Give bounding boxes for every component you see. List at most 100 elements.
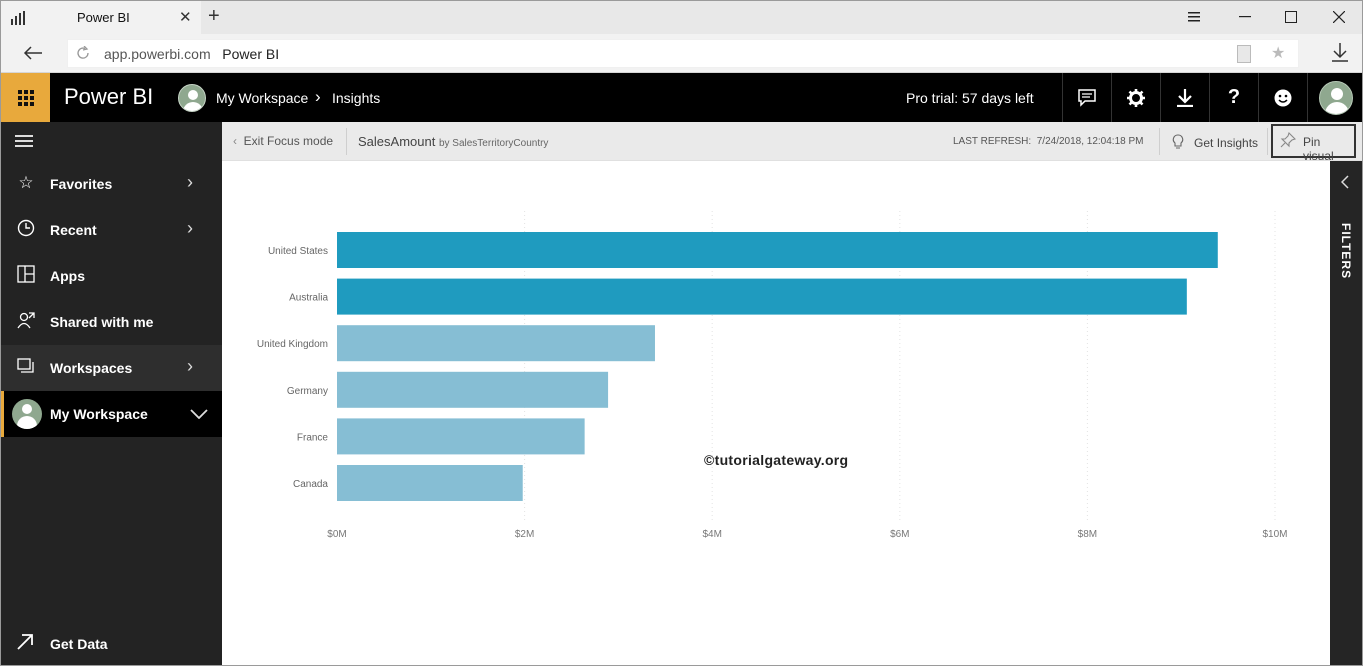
browser-tab-bar: Power BI ✕ + xyxy=(1,1,1362,34)
filters-pane[interactable]: FILTERS xyxy=(1330,161,1362,665)
last-refresh-value: 7/24/2018, 12:04:18 PM xyxy=(1036,136,1144,147)
workspaces-icon xyxy=(16,357,36,377)
sidebar-item-workspaces[interactable]: Workspaces › xyxy=(1,345,222,391)
get-data-button[interactable]: Get Data xyxy=(1,622,222,662)
comment-icon[interactable] xyxy=(1062,73,1111,122)
shared-icon xyxy=(16,311,36,331)
downloads-icon[interactable] xyxy=(1331,43,1349,63)
sidebar-item-my-workspace[interactable]: My Workspace xyxy=(1,391,222,437)
x-tick-label: $6M xyxy=(890,529,909,540)
bar-australia[interactable] xyxy=(337,278,1187,315)
powerbi-header: Power BI My Workspace › Insights Pro tri… xyxy=(1,73,1362,122)
category-label: Germany xyxy=(287,386,328,397)
close-window-icon[interactable] xyxy=(1333,11,1345,23)
chevron-down-icon[interactable] xyxy=(190,409,208,419)
back-arrow-icon[interactable] xyxy=(23,45,43,61)
breadcrumb-workspace[interactable]: My Workspace xyxy=(216,90,309,106)
reading-view-icon[interactable] xyxy=(1237,45,1251,63)
breadcrumb-insights[interactable]: Insights xyxy=(332,90,381,106)
exit-focus-mode-button[interactable]: ‹ Exit Focus mode xyxy=(233,134,333,148)
bar-united-kingdom[interactable] xyxy=(337,325,655,362)
bar-united-states[interactable] xyxy=(337,232,1218,268)
last-refresh-label: LAST REFRESH: xyxy=(953,136,1032,147)
bar-chart[interactable]: $0M $2M $4M $6M $8M $10M United States Australi… xyxy=(222,161,1330,666)
profile-icon[interactable] xyxy=(1307,73,1362,122)
visual-title: SalesAmount by SalesTerritoryCountry xyxy=(358,134,548,149)
pro-trial-status[interactable]: Pro trial: 57 days left xyxy=(906,90,1034,106)
get-insights-button[interactable]: Get Insights xyxy=(1172,134,1258,150)
visual-title-by: by SalesTerritoryCountry xyxy=(438,138,549,149)
chevron-left-icon: ‹ xyxy=(233,134,237,148)
tab-title: Power BI xyxy=(77,10,130,25)
gear-icon[interactable] xyxy=(1111,73,1160,122)
settings-menu-icon[interactable] xyxy=(1188,12,1200,22)
favorite-star-icon[interactable]: ★ xyxy=(1271,45,1286,62)
get-data-arrow-icon xyxy=(17,634,33,650)
x-tick-label: $10M xyxy=(1262,529,1287,540)
powerbi-favicon-icon xyxy=(11,11,25,25)
category-label: United Kingdom xyxy=(257,339,328,350)
get-insights-label: Get Insights xyxy=(1194,136,1259,150)
x-tick-label: $0M xyxy=(327,529,346,540)
bar-france[interactable] xyxy=(337,418,585,455)
bar-canada[interactable] xyxy=(337,465,523,501)
minimize-icon[interactable] xyxy=(1239,16,1251,18)
help-icon[interactable]: ? xyxy=(1209,73,1258,122)
pin-visual-label: Pin visual xyxy=(1303,135,1334,163)
chevron-left-icon[interactable] xyxy=(1341,175,1349,189)
chevron-right-icon[interactable]: › xyxy=(187,172,193,192)
sidebar-item-label: My Workspace xyxy=(50,406,148,422)
sidebar-item-shared-with-me[interactable]: Shared with me xyxy=(1,299,222,345)
navigation-pane: ☆ Favorites › Recent › Apps Shared with … xyxy=(1,122,222,665)
url-text: app.powerbi.com Power BI xyxy=(104,46,279,62)
sidebar-item-favorites[interactable]: ☆ Favorites › xyxy=(1,161,222,207)
sidebar-item-label: Workspaces xyxy=(50,360,133,376)
browser-tab[interactable]: Power BI ✕ xyxy=(1,1,201,34)
star-icon: ☆ xyxy=(18,173,34,192)
avatar-icon xyxy=(12,399,42,429)
maximize-icon[interactable] xyxy=(1285,11,1297,23)
address-bar: app.powerbi.com Power BI ★ xyxy=(1,34,1362,73)
last-refresh: LAST REFRESH: 7/24/2018, 12:04:18 PM xyxy=(953,136,1143,147)
smiley-icon[interactable] xyxy=(1258,73,1307,122)
chevron-right-icon[interactable]: › xyxy=(187,356,193,376)
sidebar-item-label: Shared with me xyxy=(50,314,154,330)
category-label: Canada xyxy=(293,479,328,490)
pin-visual-button[interactable]: Pin visual xyxy=(1271,124,1356,163)
exit-focus-mode-label: Exit Focus mode xyxy=(243,134,334,148)
get-data-label: Get Data xyxy=(50,636,108,652)
watermark: ©tutorialgateway.org xyxy=(704,452,849,468)
close-tab-icon[interactable]: ✕ xyxy=(179,9,192,26)
reload-icon[interactable] xyxy=(76,46,90,60)
clock-icon xyxy=(16,219,36,239)
category-label: United States xyxy=(268,246,328,257)
sidebar-item-recent[interactable]: Recent › xyxy=(1,207,222,253)
apps-icon xyxy=(16,265,36,285)
sidebar-item-label: Favorites xyxy=(50,176,113,192)
sidebar-item-apps[interactable]: Apps xyxy=(1,253,222,299)
x-tick-label: $2M xyxy=(515,529,534,540)
sidebar-item-label: Recent xyxy=(50,222,97,238)
x-tick-label: $4M xyxy=(702,529,721,540)
powerbi-brand[interactable]: Power BI xyxy=(64,84,154,109)
download-icon[interactable] xyxy=(1160,73,1209,122)
toolbar-divider xyxy=(1159,128,1160,155)
toolbar-divider xyxy=(346,128,347,155)
x-tick-label: $8M xyxy=(1078,529,1097,540)
bar-germany[interactable] xyxy=(337,371,609,408)
focus-mode-toolbar: ‹ Exit Focus mode SalesAmount by SalesTe… xyxy=(222,122,1362,163)
chevron-right-icon[interactable]: › xyxy=(187,218,193,238)
url-field[interactable]: app.powerbi.com Power BI ★ xyxy=(67,39,1299,68)
url-page-title: Power BI xyxy=(222,46,280,62)
url-domain: app.powerbi.com xyxy=(104,46,211,62)
visual-title-measure: SalesAmount xyxy=(358,134,436,149)
sidebar-item-label: Apps xyxy=(50,268,85,284)
app-launcher-icon[interactable] xyxy=(1,73,50,122)
filters-label: FILTERS xyxy=(1339,223,1353,280)
category-label: France xyxy=(297,432,329,443)
new-tab-icon[interactable]: + xyxy=(208,5,220,27)
breadcrumb-separator-icon: › xyxy=(315,87,321,106)
hamburger-menu-icon[interactable] xyxy=(15,135,33,147)
category-label: Australia xyxy=(289,293,328,304)
